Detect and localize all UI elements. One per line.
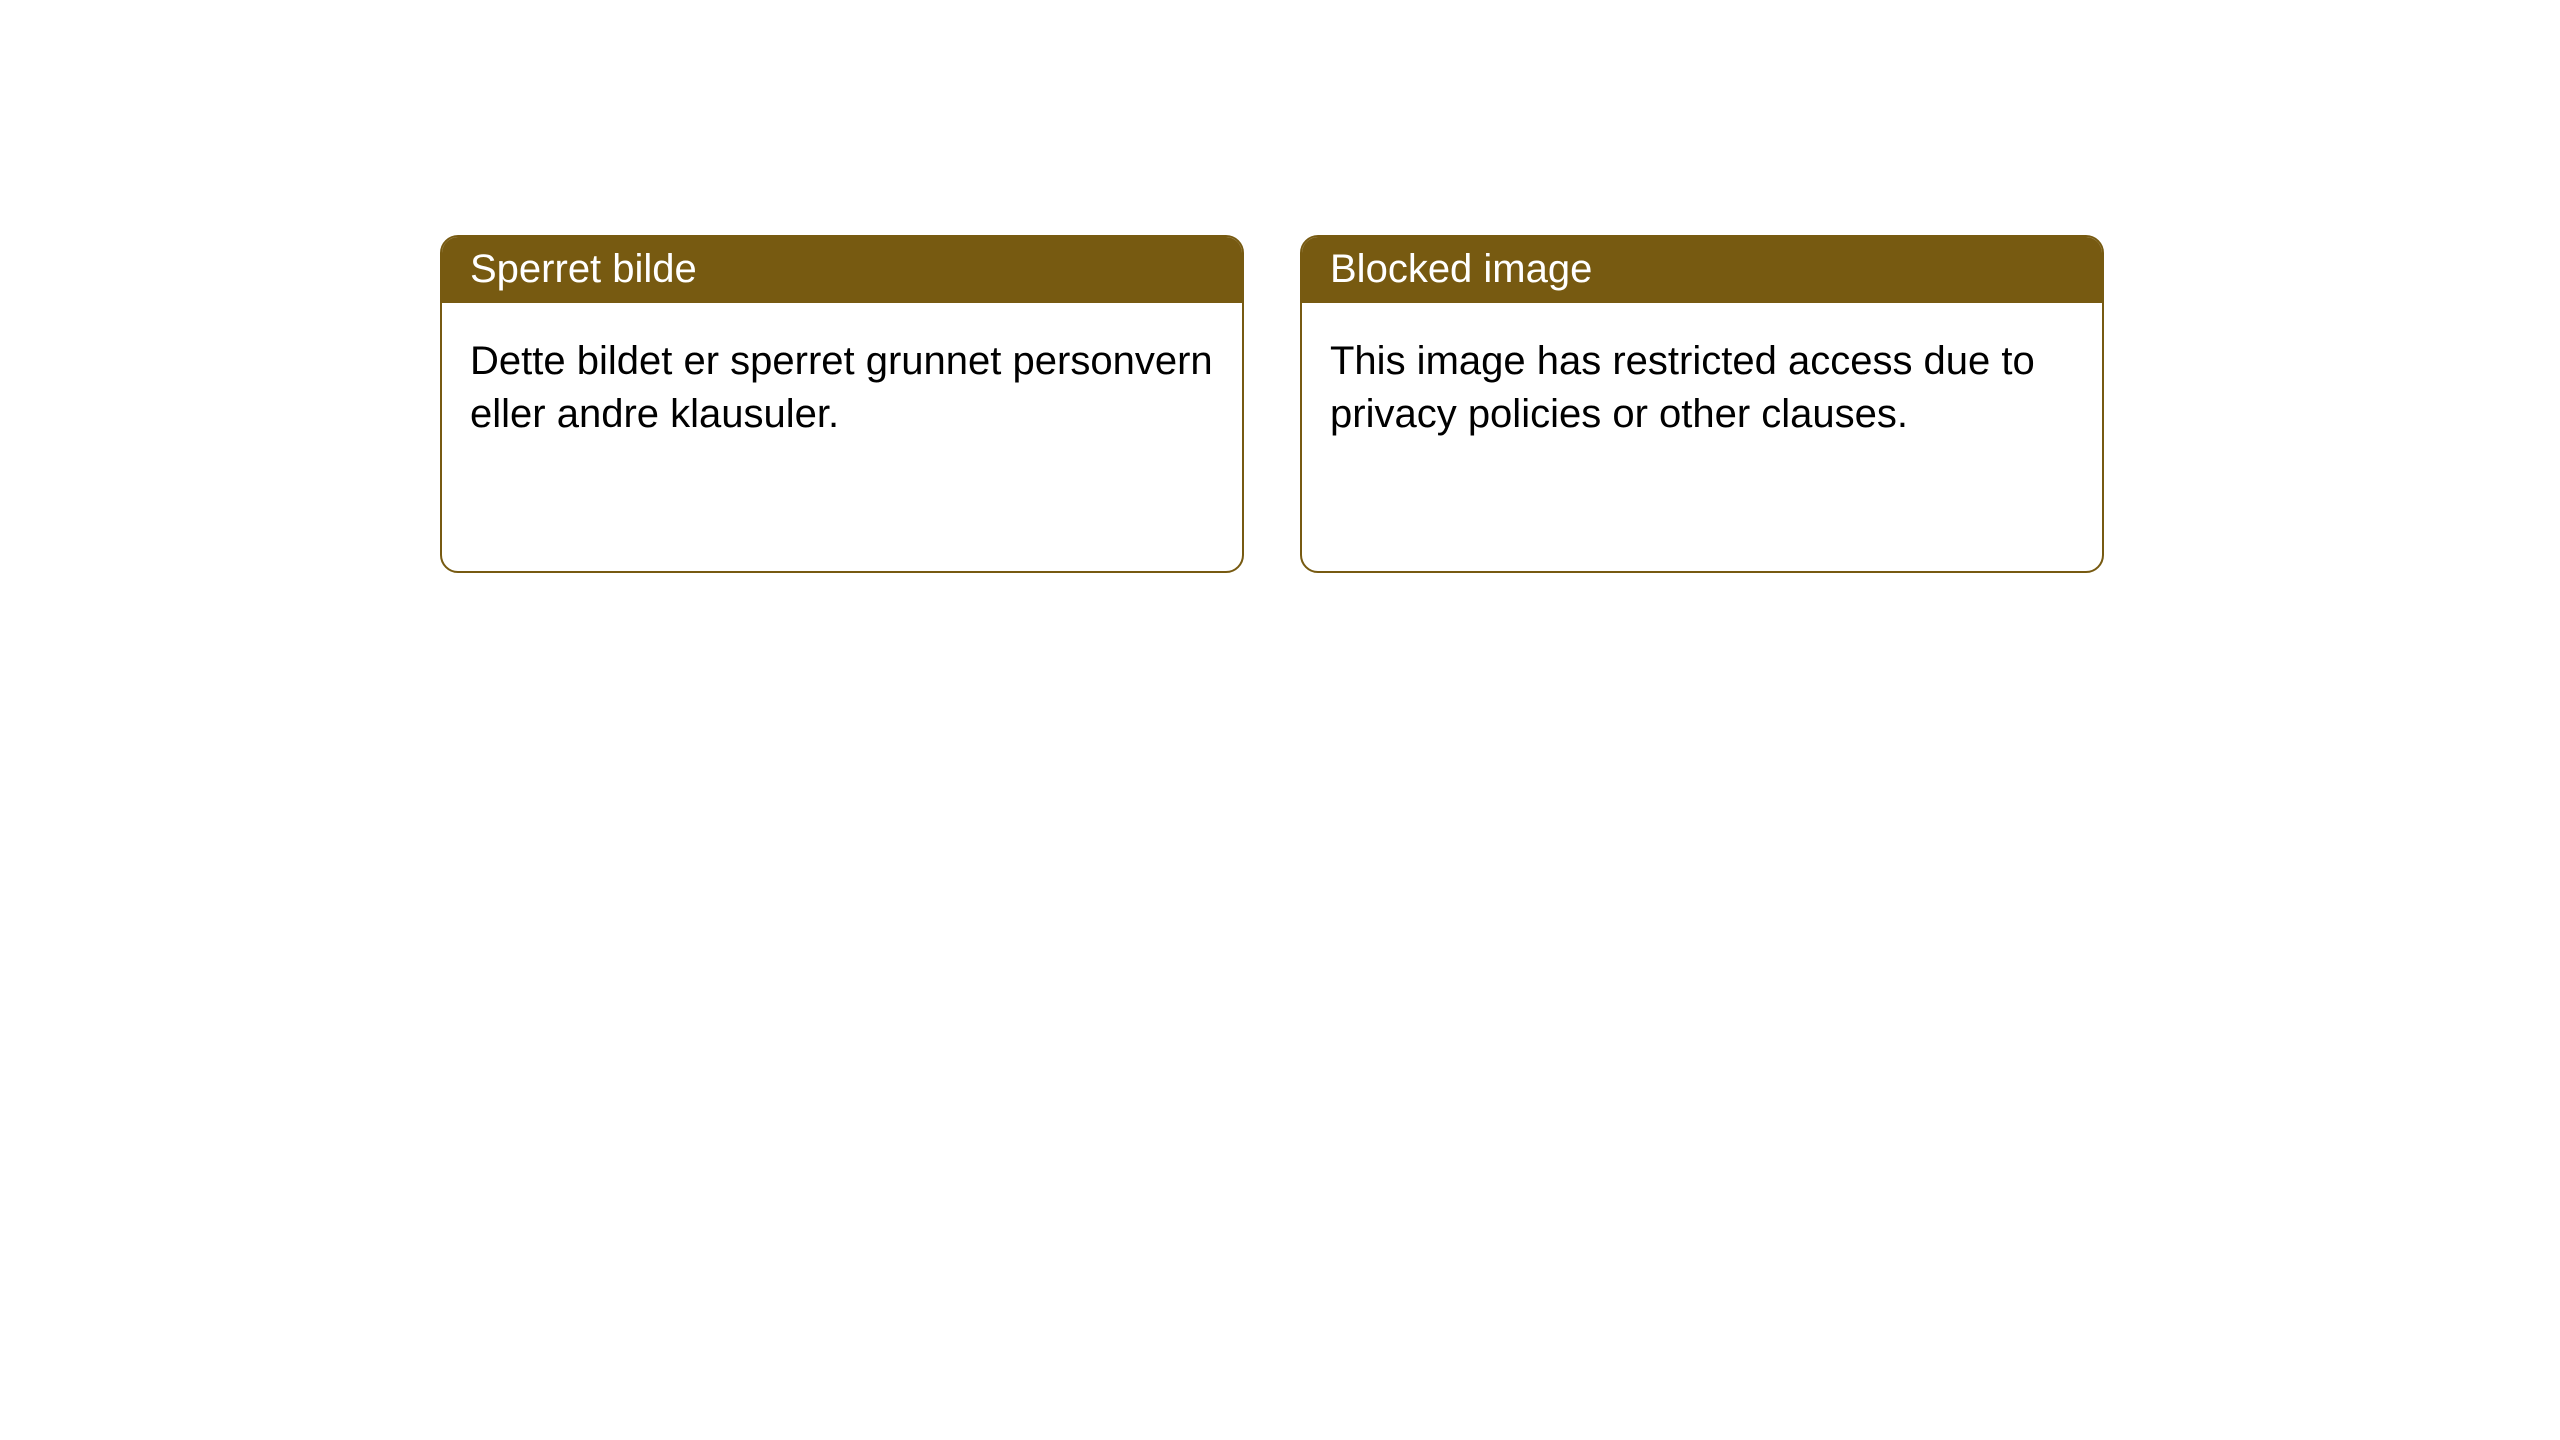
- notice-cards-container: Sperret bilde Dette bildet er sperret gr…: [440, 235, 2104, 573]
- notice-card-norwegian: Sperret bilde Dette bildet er sperret gr…: [440, 235, 1244, 573]
- notice-card-english: Blocked image This image has restricted …: [1300, 235, 2104, 573]
- notice-card-body: Dette bildet er sperret grunnet personve…: [442, 303, 1242, 571]
- notice-card-title: Blocked image: [1302, 237, 2102, 303]
- notice-card-body: This image has restricted access due to …: [1302, 303, 2102, 571]
- notice-card-title: Sperret bilde: [442, 237, 1242, 303]
